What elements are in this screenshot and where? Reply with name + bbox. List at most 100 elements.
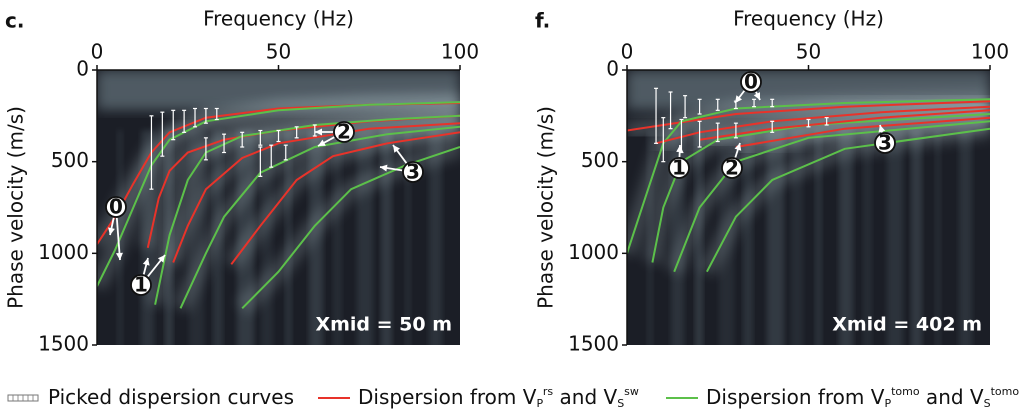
- arrow-head: [753, 92, 760, 100]
- picked-point: [149, 115, 154, 190]
- image-streak: [863, 130, 872, 345]
- image-streak: [791, 130, 803, 345]
- picked-point: [214, 107, 219, 121]
- picked-point: [654, 87, 659, 144]
- y-axis-label: Phase velocity (m/s): [4, 106, 28, 309]
- arrow-head: [142, 258, 150, 266]
- legend-text: P: [884, 397, 891, 410]
- picked-point: [258, 129, 263, 146]
- picked-point: [283, 144, 288, 161]
- picked-point: [697, 98, 702, 115]
- legend-text: tomo: [991, 385, 1020, 398]
- y-tick-label: 0: [606, 57, 619, 81]
- picked-point: [733, 122, 738, 139]
- x-tick-label: 50: [266, 40, 291, 64]
- arrow-head: [393, 145, 400, 153]
- panel-label: f.: [535, 9, 550, 33]
- picked-point: [715, 122, 720, 143]
- x-tick-label: 100: [971, 40, 1009, 64]
- image-streak: [405, 130, 411, 345]
- plot-area: [97, 70, 460, 345]
- picked-point: [770, 120, 775, 133]
- image-streak: [815, 130, 822, 345]
- image-streak: [959, 130, 972, 345]
- image-streak: [839, 130, 853, 345]
- y-tick-label: 0: [76, 57, 89, 81]
- image-streak: [935, 130, 941, 345]
- picked-point: [752, 98, 757, 108]
- arrow-head: [108, 227, 115, 235]
- picked-point: [182, 109, 187, 133]
- image-streak: [117, 130, 123, 345]
- mode-label: 2: [337, 120, 351, 144]
- mode-circle: [721, 157, 743, 179]
- x-tick-label: 100: [441, 40, 479, 64]
- image-streak: [695, 130, 703, 345]
- legend-text: rs: [543, 385, 554, 398]
- arrow-head: [735, 95, 743, 103]
- arrow-head: [115, 252, 123, 260]
- dispersion-curve: [230, 131, 460, 265]
- x-tick-label: 0: [621, 40, 634, 64]
- dispersion-curve: [627, 100, 990, 132]
- mode-label: 1: [672, 156, 686, 180]
- picked-point: [294, 126, 299, 139]
- legend-text: and V: [920, 385, 984, 409]
- image-streak: [911, 130, 922, 345]
- mode-label: 0: [109, 195, 123, 219]
- mode-label: 3: [878, 131, 892, 155]
- picked-point: [806, 118, 811, 128]
- mode-circle: [105, 196, 127, 218]
- arrow-head: [318, 139, 326, 146]
- dispersion-curve: [97, 101, 460, 287]
- x-tick-label: 50: [796, 40, 821, 64]
- mode-label: 2: [725, 156, 739, 180]
- y-tick-label: 1500: [38, 332, 89, 356]
- x-tick-label: 0: [91, 40, 104, 64]
- picked-point: [824, 117, 829, 126]
- legend-text: Dispersion from V: [358, 385, 537, 409]
- arrow: [115, 217, 121, 261]
- image-streak: [429, 130, 442, 345]
- picked-point: [258, 146, 263, 177]
- arrow-head: [315, 128, 322, 136]
- picked-point: [661, 117, 666, 163]
- xmid-annotation: Xmid = 402 m: [832, 314, 982, 336]
- legend-text: Dispersion from V: [706, 385, 885, 409]
- image-streak: [887, 130, 903, 345]
- mode-circle: [130, 274, 152, 296]
- picked-point: [683, 95, 688, 119]
- plot-area: [627, 70, 990, 345]
- arrow-head: [157, 255, 165, 263]
- legend-text: P: [536, 397, 543, 410]
- x-axis-label: Frequency (Hz): [203, 7, 354, 31]
- mode-label: 3: [406, 160, 420, 184]
- arrow-head: [676, 145, 684, 153]
- picked-point: [160, 111, 165, 157]
- y-tick-label: 1500: [568, 332, 619, 356]
- legend-label: Picked dispersion curves: [48, 385, 294, 409]
- picked-point: [203, 107, 208, 124]
- mode-circle: [668, 157, 690, 179]
- mode-circle: [740, 71, 762, 93]
- picked-point: [697, 120, 702, 148]
- image-streak: [743, 130, 753, 345]
- legend-text: sw: [624, 385, 639, 398]
- x-axis-label: Frequency (Hz): [733, 7, 884, 31]
- mode-circle: [874, 132, 896, 154]
- legend-text: tomo: [891, 385, 920, 398]
- picked-point: [715, 98, 720, 111]
- dispersion-curve: [651, 113, 990, 263]
- picked-point: [222, 133, 227, 154]
- picked-point: [203, 137, 208, 161]
- legend-text: S: [617, 397, 624, 410]
- y-tick-label: 500: [581, 148, 619, 172]
- picked-point: [193, 107, 198, 128]
- picked-point: [312, 124, 317, 137]
- xmid-annotation: Xmid = 50 m: [315, 314, 452, 336]
- mode-label: 0: [744, 70, 758, 94]
- y-axis-label: Phase velocity (m/s): [534, 106, 558, 309]
- picked-point: [269, 144, 274, 168]
